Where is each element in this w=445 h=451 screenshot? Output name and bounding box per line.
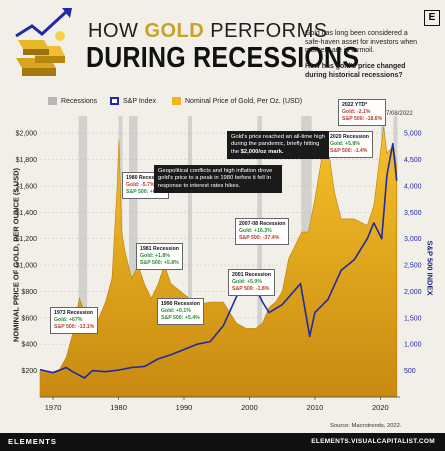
as-of-note: *As of 07/08/2022: [365, 111, 413, 117]
left-axis-ticks: $200 $400 $600 $800 $1,000 $1,200 $1,400 $1,600…: [16, 131, 38, 375]
x-axis-ticks: 1970 1980 1990 2000 2010 2020: [40, 396, 400, 412]
annotation-2007-08: 2007-08 Recession Gold: +16.3% S&P 500: -3…: [235, 218, 290, 245]
right-axis-ticks: 500 1,000 1,500 2,000 2,500 3,000 3,500 4,000 4,…: [404, 131, 422, 375]
sp-series: [39, 142, 398, 379]
page-title-line2: DURING RECESSIONS: [86, 42, 360, 74]
legend-sp: S&P Index: [110, 97, 156, 105]
annotation-1990: 1990 Recession Gold: +0.1% S&P 500: +5.4%: [157, 298, 204, 325]
x-tick-label: 1980: [110, 403, 127, 412]
recession-band: [129, 116, 138, 397]
right-tick-label: 2,000: [404, 289, 422, 296]
right-tick-label: 2,500: [404, 263, 422, 270]
left-tick-label: $400: [21, 342, 37, 349]
header: HOW GOLD PERFORMS DURING RECESSIONS Gold…: [0, 0, 445, 88]
recession-band: [257, 116, 262, 397]
sp-line: [39, 142, 398, 379]
source-text: Source: Macrotrends, 2022.: [330, 423, 402, 429]
gold-bars-icon: [15, 8, 72, 76]
left-tick-label: $1,400: [16, 210, 38, 217]
elements-logo-icon: E: [424, 10, 440, 26]
intro-text: Gold has long been considered a safe-hav…: [305, 30, 418, 54]
legend-recessions: Recessions: [48, 97, 97, 105]
right-tick-label: 500: [404, 368, 416, 375]
x-tick-label: 2020: [372, 403, 389, 412]
left-tick-label: $1,200: [16, 236, 38, 243]
x-tick-label: 2010: [307, 403, 324, 412]
page-title-line1: HOW GOLD PERFORMS: [88, 20, 328, 42]
recession-band: [78, 116, 88, 397]
right-tick-label: 3,000: [404, 236, 422, 243]
left-tick-label: $200: [21, 368, 37, 375]
x-tick-label: 2000: [241, 403, 258, 412]
left-tick-label: $2,000: [16, 131, 38, 138]
annotation-1981: 1981 Recession Gold: +1.8% S&P 500: +5.8%: [136, 243, 183, 270]
recession-swatch-icon: [48, 97, 57, 105]
left-tick-label: $1,600: [16, 183, 38, 190]
annotation-2001: 2001 Recession Gold: +5.0% S&P 500: -1.8%: [228, 269, 275, 296]
footer: ELEMENTS ELEMENTS.VISUALCAPITALIST.COM: [0, 433, 445, 451]
right-tick-label: 4,000: [404, 183, 422, 190]
note-pandemic: Gold's price reached an all-time high du…: [227, 131, 329, 160]
annotation-2020: 2020 Recession Gold: +5.8% S&P 500: -1.4%: [326, 131, 373, 158]
right-tick-label: 4,500: [404, 157, 422, 164]
left-tick-label: $1,000: [16, 263, 38, 270]
left-tick-label: $800: [21, 289, 37, 296]
note-1980-peak: Geopolitical conflicts and high inflatio…: [154, 165, 282, 194]
x-tick-label: 1970: [45, 403, 62, 412]
right-tick-label: 1,000: [404, 342, 422, 349]
footer-brand: ELEMENTS: [8, 437, 57, 446]
sp-swatch-icon: [110, 97, 119, 105]
left-axis-label: NOMINAL PRICE OF GOLD, PER OUNCE ($ USD): [11, 167, 21, 343]
right-tick-label: 3,500: [404, 210, 422, 217]
question-text: How has gold's price changed during hist…: [305, 63, 406, 79]
left-tick-label: $600: [21, 315, 37, 322]
right-tick-label: 5,000: [404, 131, 422, 138]
title-gold-word: GOLD: [144, 20, 205, 42]
x-tick-label: 1990: [176, 403, 193, 412]
legend-gold: Nominal Price of Gold, Per Oz. (USD): [172, 97, 302, 105]
right-axis-label: S&P 500 INDEX: [425, 240, 435, 296]
right-tick-label: 1,500: [404, 315, 422, 322]
left-tick-label: $1,800: [16, 157, 38, 164]
footer-url: ELEMENTS.VISUALCAPITALIST.COM: [311, 438, 435, 445]
gold-swatch-icon: [172, 97, 181, 105]
recession-band: [187, 116, 192, 397]
annotation-1973: 1973 Recession Gold: +67% S&P 500: -13.1%: [50, 307, 99, 334]
annotation-2022-ytd: 2022 YTD* Gold: -2.1% S&P 500: -18.6%: [338, 99, 387, 126]
